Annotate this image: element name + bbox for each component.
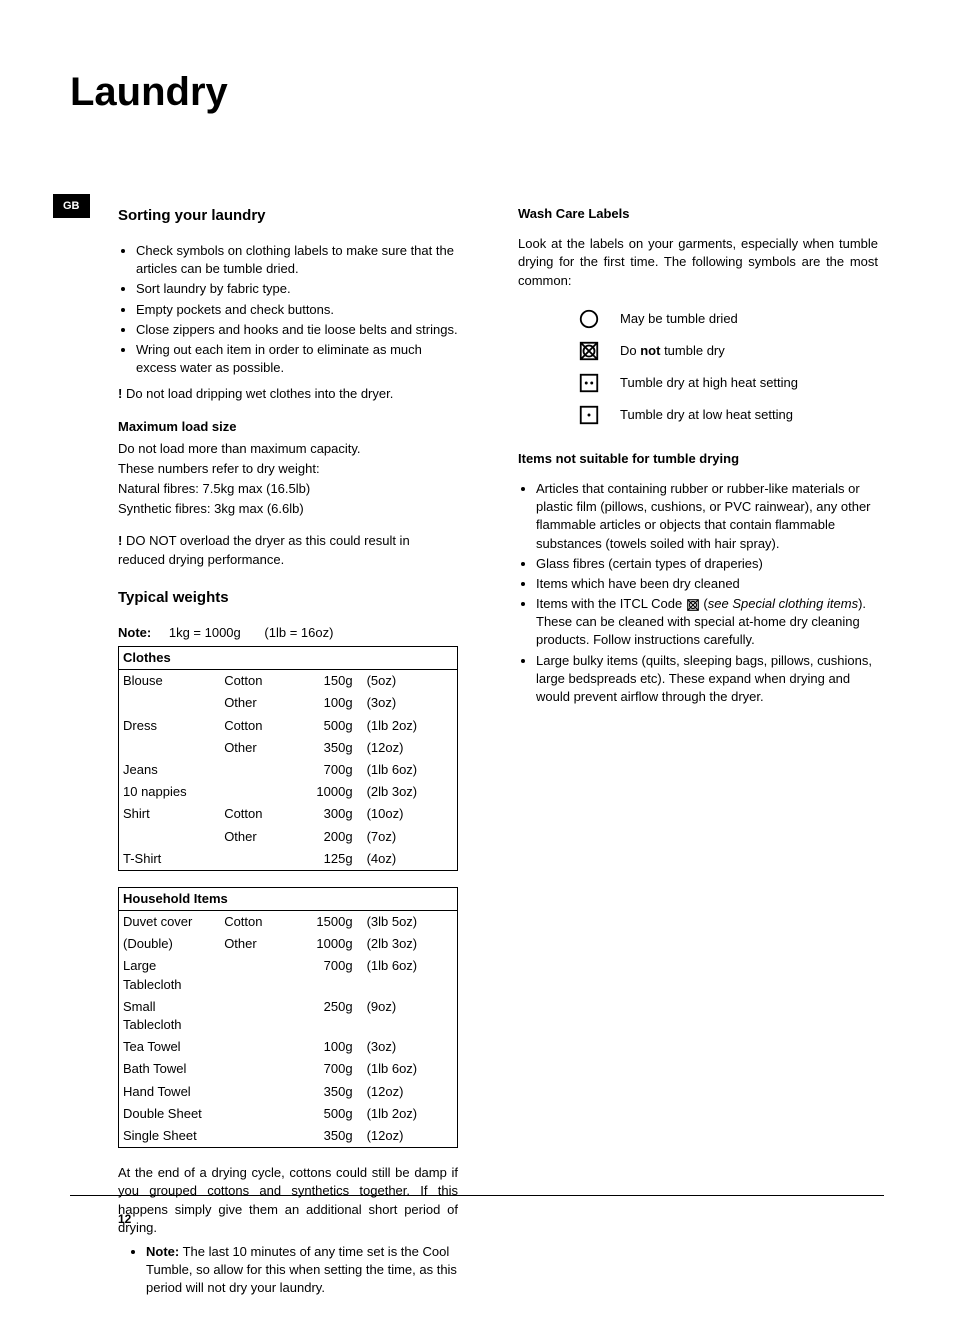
note-bullet-text: The last 10 minutes of any time set is t… [146,1244,457,1295]
table-row: 10 nappies1000g(2lb 3oz) [119,781,458,803]
conversion-note: Note: 1kg = 1000g (1lb = 16oz) [118,624,458,642]
high-heat-icon [578,372,600,394]
typical-weights-heading: Typical weights [118,587,458,608]
clothes-table: ClothesBlouseCotton150g(5oz)Other100g(3o… [118,646,458,871]
page-number: 12 [118,1212,131,1226]
table-header: Clothes [119,647,458,670]
list-item: Sort laundry by fabric type. [136,280,458,298]
wash-care-intro: Look at the labels on your garments, esp… [518,235,878,290]
list-item: Check symbols on clothing labels to make… [136,242,458,278]
list-item: Glass fibres (certain types of draperies… [536,555,878,573]
list-item: Large bulky items (quilts, sleeping bags… [536,652,878,707]
table-row: Double Sheet500g(1lb 2oz) [119,1103,458,1125]
warning-2: ! DO NOT overload the dryer as this coul… [118,532,458,568]
table-row: Hand Towel350g(12oz) [119,1081,458,1103]
right-column: Wash Care Labels Look at the labels on y… [518,205,878,1297]
not-suitable-list: Articles that containing rubber or rubbe… [518,480,878,706]
care-label-list: May be tumble dried Do not tumble dry Tumb… [518,308,878,426]
household-table: Household ItemsDuvet coverCotton1500g(3l… [118,887,458,1148]
itcl-code-icon [686,598,700,612]
table-row: Small Tablecloth250g(9oz) [119,996,458,1036]
do-not-tumble-dry-icon [578,340,600,362]
max-load-heading: Maximum load size [118,418,458,436]
max-load-lines: Do not load more than maximum capacity. T… [118,440,458,519]
sorting-bullets: Check symbols on clothing labels to make… [118,242,458,377]
table-row: Other350g(12oz) [119,737,458,759]
care-label-text: Tumble dry at high heat setting [620,374,798,392]
list-item: Empty pockets and check buttons. [136,301,458,319]
table-row: (Double)Other1000g(2lb 3oz) [119,933,458,955]
note-bullet-label: Note: [146,1244,179,1259]
footer-rule [70,1195,884,1196]
list-item: Items which have been dry cleaned [536,575,878,593]
table-row: BlouseCotton150g(5oz) [119,670,458,693]
table-header: Household Items [119,887,458,910]
care-label-row: Do not tumble dry [518,340,878,362]
list-item: Close zippers and hooks and tie loose be… [136,321,458,339]
table-row: Large Tablecloth700g(1lb 6oz) [119,955,458,995]
warning-1: ! Do not load dripping wet clothes into … [118,385,458,403]
care-label-text: Do not tumble dry [620,342,725,360]
care-label-row: Tumble dry at low heat setting [518,404,878,426]
table-row: ShirtCotton300g(10oz) [119,803,458,825]
table-row: Other200g(7oz) [119,826,458,848]
care-label-row: May be tumble dried [518,308,878,330]
low-heat-icon [578,404,600,426]
conv1: 1kg = 1000g [169,625,241,640]
note-label: Note: [118,625,151,640]
table-row: T-Shirt125g(4oz) [119,848,458,871]
list-item: Articles that containing rubber or rubbe… [536,480,878,553]
warn-text: Do not load dripping wet clothes into th… [122,386,393,401]
tumble-dry-icon [578,308,600,330]
care-label-text: Tumble dry at low heat setting [620,406,793,424]
care-label-row: Tumble dry at high heat setting [518,372,878,394]
max-load-line: Do not load more than maximum capacity. [118,440,458,458]
care-label-text: May be tumble dried [620,310,738,328]
sorting-heading: Sorting your laundry [118,205,458,226]
warn-text: DO NOT overload the dryer as this could … [118,533,410,566]
max-load-line: Natural fibres: 7.5kg max (16.5lb) [118,480,458,498]
table-row: Other100g(3oz) [119,692,458,714]
cool-tumble-note: Note: The last 10 minutes of any time se… [146,1243,458,1298]
page-title: Laundry [70,70,884,115]
table-row: Tea Towel100g(3oz) [119,1036,458,1058]
table-row: Single Sheet350g(12oz) [119,1125,458,1148]
not-suitable-heading: Items not suitable for tumble drying [518,450,878,468]
left-column: Sorting your laundry Check symbols on cl… [118,205,458,1297]
table-row: Duvet coverCotton1500g(3lb 5oz) [119,911,458,934]
conv2: (1lb = 16oz) [264,625,333,640]
table-row: Jeans700g(1lb 6oz) [119,759,458,781]
max-load-line: Synthetic fibres: 3kg max (6.6lb) [118,500,458,518]
note-bullet: Note: The last 10 minutes of any time se… [118,1243,458,1298]
list-item: Wring out each item in order to eliminat… [136,341,458,377]
wash-care-heading: Wash Care Labels [518,205,878,223]
end-paragraph: At the end of a drying cycle, cottons co… [118,1164,458,1237]
max-load-line: These numbers refer to dry weight: [118,460,458,478]
table-row: Bath Towel700g(1lb 6oz) [119,1058,458,1080]
list-item: Items with the ITCL Code (see Special cl… [536,595,878,650]
table-row: DressCotton500g(1lb 2oz) [119,715,458,737]
language-badge: GB [53,194,90,218]
